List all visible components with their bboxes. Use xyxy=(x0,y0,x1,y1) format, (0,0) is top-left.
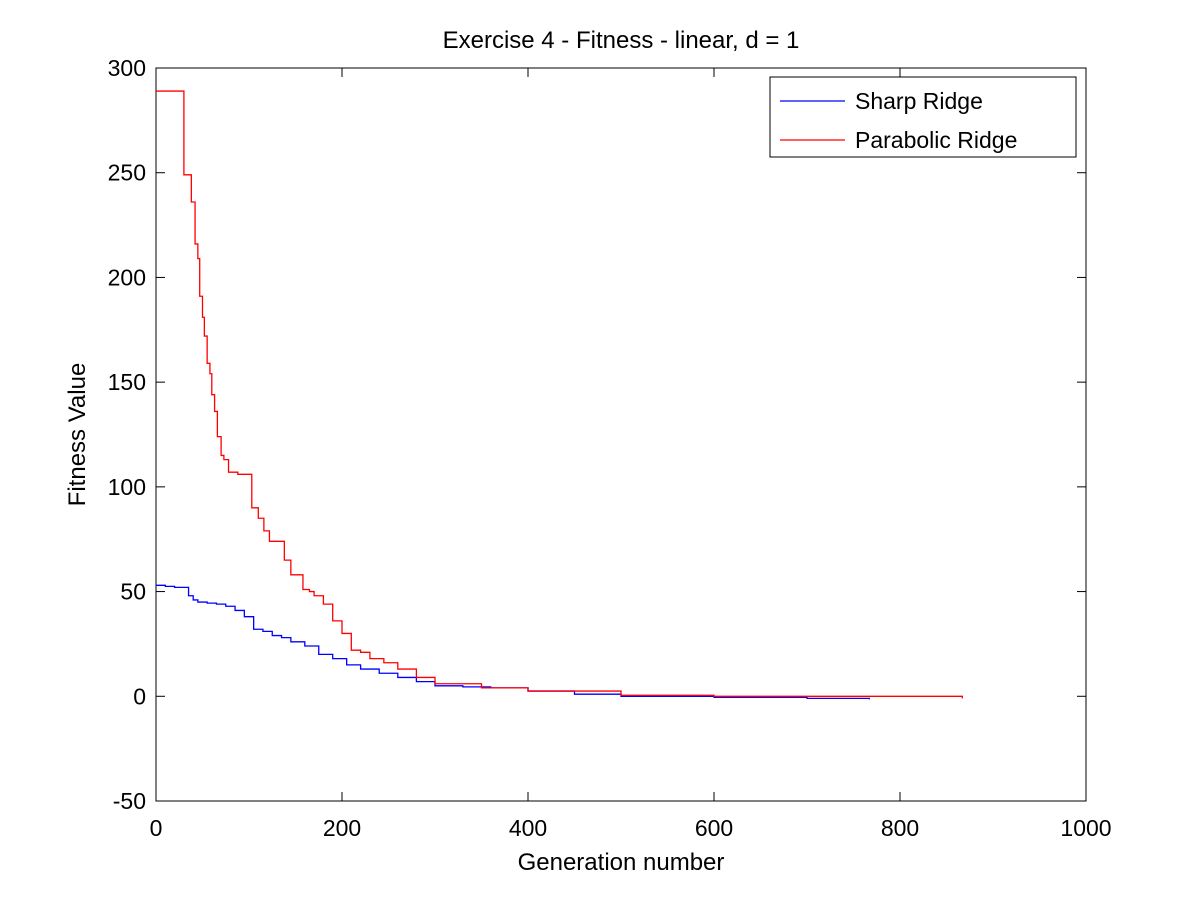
y-tick-label: 250 xyxy=(108,160,146,186)
x-tick-label: 400 xyxy=(509,815,547,841)
x-tick-label: 200 xyxy=(323,815,361,841)
legend-box xyxy=(769,76,1077,158)
legend-label-parabolic-ridge: Parabolic Ridge xyxy=(855,127,1017,153)
x-tick-label: 600 xyxy=(695,815,733,841)
y-tick-label: -50 xyxy=(113,788,146,814)
x-tick-label: 0 xyxy=(150,815,163,841)
y-axis-label: Fitness Value xyxy=(64,363,91,507)
y-tick-label: 100 xyxy=(108,474,146,500)
plot-area xyxy=(155,67,1087,802)
x-axis-label: Generation number xyxy=(518,849,725,876)
y-tick-label: 300 xyxy=(108,55,146,81)
y-tick-label: 150 xyxy=(108,369,146,395)
y-tick-label: 50 xyxy=(120,579,146,605)
y-tick-label: 200 xyxy=(108,264,146,290)
x-tick-label: 800 xyxy=(881,815,919,841)
series-layer xyxy=(156,90,963,700)
series-line-parabolic-ridge xyxy=(156,90,963,699)
y-tick-label: 0 xyxy=(133,683,146,709)
series-line-sharp-ridge xyxy=(156,584,870,700)
x-tick-label: 1000 xyxy=(1060,815,1111,841)
legend-label-sharp-ridge: Sharp Ridge xyxy=(855,88,983,114)
legend: Sharp Ridge Parabolic Ridge xyxy=(769,76,1077,158)
chart-title: Exercise 4 - Fitness - linear, d = 1 xyxy=(443,27,800,54)
